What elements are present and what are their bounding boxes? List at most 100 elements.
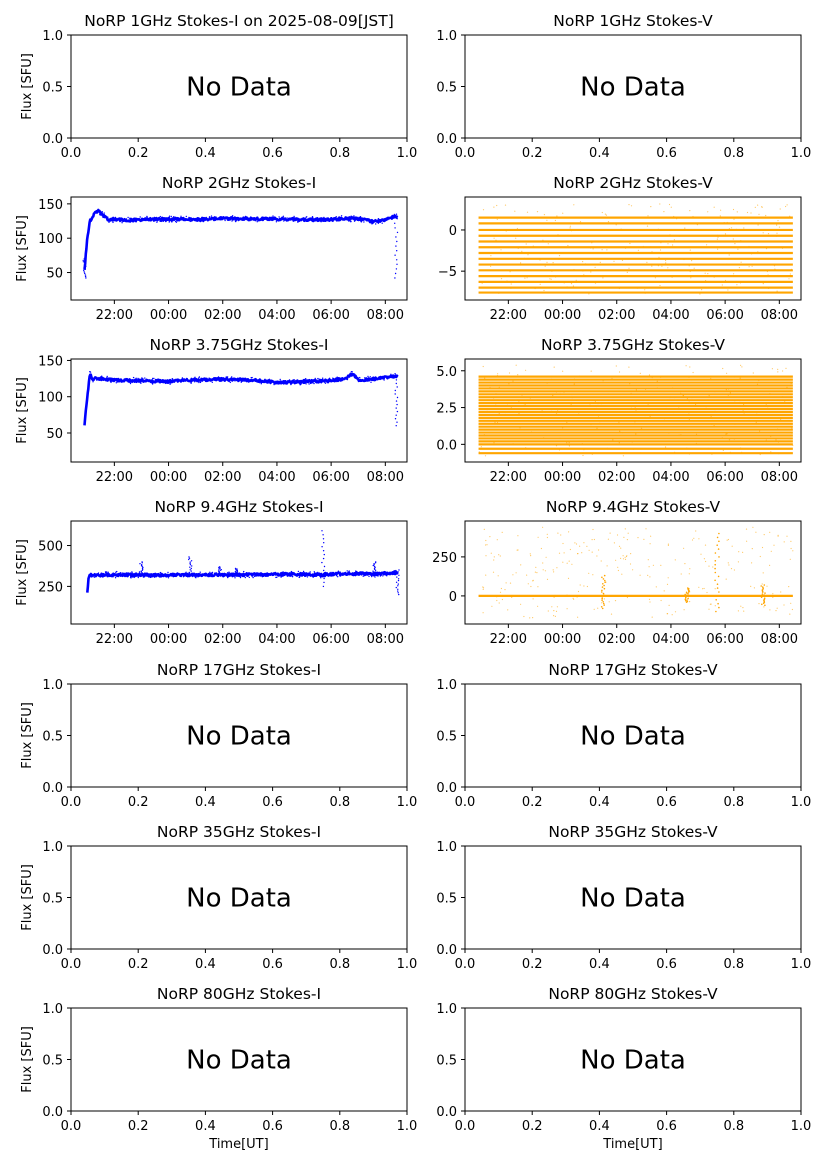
spike-point [603,604,605,606]
x-tick-label: 02:00 [204,470,241,485]
data-point [536,572,538,574]
y-axis-label: Flux [SFU] [15,215,30,282]
data-point [742,551,744,554]
data-point [786,269,788,271]
data-point [639,574,641,576]
data-point [209,571,211,573]
data-point [582,261,584,263]
data-point [539,259,541,261]
data-point [626,270,628,272]
data-point [558,552,561,554]
data-point [231,220,233,222]
data-point [588,549,590,551]
data-point [721,437,723,439]
data-point [611,377,613,380]
data-point [243,570,245,573]
data-point [667,267,669,269]
data-point [614,405,616,407]
x-tick-label: 0.6 [262,957,283,972]
data-point [581,443,583,445]
data-point [782,402,785,404]
data-point [586,545,588,548]
data-point [621,443,624,445]
plot-area [478,364,794,457]
data-point [613,260,615,262]
data-point [688,376,690,378]
data-point [703,558,706,560]
data-point [779,400,781,402]
data-point [556,606,559,608]
data-point [482,586,484,588]
data-point [619,281,621,283]
subplot-title: NoRP 1GHz Stokes-V [553,12,713,30]
spike-point [322,534,324,536]
data-point [684,227,686,229]
spike-point [372,570,374,572]
data-point [490,552,492,554]
spike-point [685,591,688,594]
data-point [758,213,760,215]
y-tick-label: 0.0 [42,943,63,958]
spike-point [373,563,375,565]
data-point [551,378,553,380]
data-point [665,407,667,410]
x-tick-label: 08:00 [367,632,404,647]
x-tick-label: 02:00 [204,632,241,647]
spike-point [397,578,400,580]
data-point [775,610,777,612]
y-tick-label: 500 [38,540,63,555]
data-point [644,292,646,294]
x-tick-label: 0.6 [656,146,677,161]
data-point [763,606,765,608]
data-point [765,248,768,250]
data-point [371,575,373,578]
spike-point [601,597,603,600]
subplot-6: NoRP 3.75GHz Stokes-V 22:00 00:00 02:00 04:0… [436,336,802,485]
data-point [509,582,512,584]
data-point [749,408,751,410]
data-point [646,225,649,227]
data-point [568,442,570,444]
data-point [727,562,729,564]
data-point [508,383,510,385]
spike-point [714,552,717,554]
subplot-title: NoRP 2GHz Stokes-V [553,174,713,192]
data-point [647,574,649,577]
spike-point [84,256,86,259]
data-point [170,215,172,218]
data-point [786,535,788,537]
data-point [751,265,753,267]
data-point [734,423,736,425]
data-point [235,220,237,223]
spike-point [603,594,605,597]
data-point [572,285,575,287]
subplot-9: NoRP 17GHz Stokes-I No Data 0.0 0.2 0.4 0.6 0.… [20,661,417,810]
spike-point [375,561,377,563]
data-point [521,394,523,396]
data-point [712,566,714,568]
x-tick-label: 0.6 [656,957,677,972]
data-point [543,214,546,216]
data-point [595,405,597,408]
data-point [732,208,735,211]
data-point [536,437,539,440]
data-point [495,229,497,231]
data-point [690,252,692,255]
data-point [306,576,309,578]
spike-point [718,591,720,593]
x-tick-label: 0.6 [262,146,283,161]
data-point [194,376,196,378]
data-point [553,615,555,617]
data-point [717,246,719,248]
y-tick-label: 1.0 [436,678,457,693]
data-point [784,401,786,403]
data-point [692,371,694,374]
data-point [621,573,623,575]
data-point [698,538,700,540]
data-point [153,377,155,380]
spike-point [395,236,397,238]
axes-frame [70,358,408,463]
x-tick-label: 0.4 [195,957,216,972]
data-point [744,223,746,225]
data-point [728,439,731,441]
